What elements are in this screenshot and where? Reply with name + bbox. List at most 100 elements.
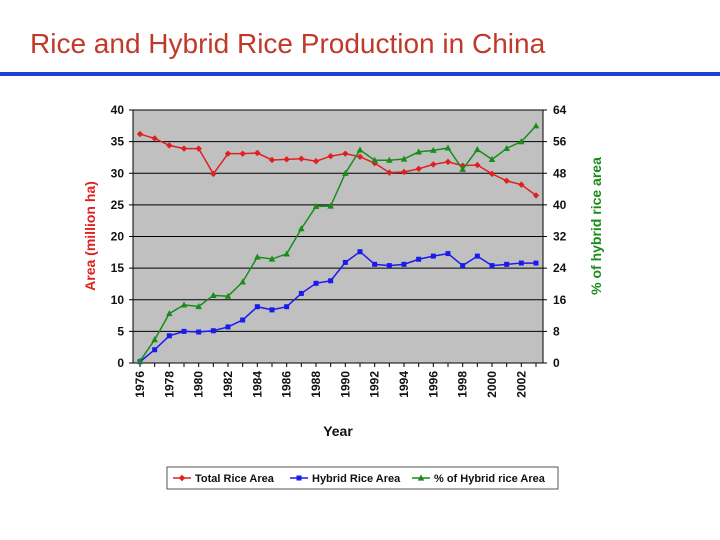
x-tick-label-1988: 1988 <box>309 371 323 398</box>
series-0 <box>136 130 540 199</box>
series-layer <box>136 122 540 365</box>
x-tick-label-1986: 1986 <box>280 371 294 398</box>
series-0-point-1990 <box>342 150 349 157</box>
series-2-point-1992 <box>371 156 378 163</box>
series-1-point-1990 <box>342 259 348 265</box>
series-2-point-2001 <box>503 144 510 151</box>
x-axis-title: Year <box>323 423 353 439</box>
series-2-point-1996 <box>430 146 437 153</box>
right-tick-label-3: 24 <box>553 261 567 275</box>
legend-label-2: % of Hybrid rice Area <box>434 473 546 485</box>
series-0-point-1978 <box>166 142 173 149</box>
right-tick-label-7: 56 <box>553 135 567 149</box>
gridlines <box>133 141 543 332</box>
left-tick-label-5: 25 <box>111 198 125 212</box>
title-divider <box>0 72 720 76</box>
series-2-point-1987 <box>298 225 305 232</box>
series-1-point-1989 <box>328 278 334 284</box>
series-2-point-1976 <box>136 357 144 364</box>
series-1-point-1994 <box>401 261 407 267</box>
series-1 <box>137 249 539 365</box>
x-tick-label-1982: 1982 <box>221 371 235 398</box>
series-1-point-2000 <box>489 263 495 269</box>
x-tick-label-1978: 1978 <box>162 371 176 398</box>
series-line-2 <box>139 125 537 362</box>
series-2-point-1983 <box>239 278 246 285</box>
series-0-point-1985 <box>268 156 276 164</box>
legend-box <box>166 466 559 490</box>
left-tick-label-8: 40 <box>111 103 125 117</box>
series-2-point-1995 <box>415 148 422 155</box>
left-tick-label-6: 30 <box>111 166 125 180</box>
x-tick-label-1994: 1994 <box>397 371 411 398</box>
series-1-point-1993 <box>386 263 392 269</box>
series-0-point-1987 <box>298 155 305 162</box>
series-2-point-1984 <box>254 253 261 260</box>
series-2-point-1999 <box>474 146 481 153</box>
series-1-point-1983 <box>240 317 246 323</box>
x-tick-label-1990: 1990 <box>338 371 352 398</box>
right-y-axis-title: % of hybrid rice area <box>588 157 604 295</box>
series-2-point-2003 <box>532 122 540 129</box>
series-0-point-1984 <box>254 149 261 157</box>
series-1-point-1995 <box>416 256 422 262</box>
series-0-point-1982 <box>224 150 232 157</box>
series-1-point-1999 <box>474 253 480 259</box>
series-1-point-1998 <box>460 263 466 269</box>
series-0-point-1993 <box>386 169 393 176</box>
series-2-point-1998 <box>459 165 466 172</box>
series-1-point-1992 <box>372 261 378 267</box>
x-tick-label-1976: 1976 <box>133 371 147 398</box>
series-1-point-1996 <box>430 253 436 259</box>
legend: Total Rice Area Hybrid Rice Area % of Hybr… <box>166 466 559 490</box>
right-tick-label-8: 64 <box>553 103 567 117</box>
series-0-point-2000 <box>488 170 496 178</box>
series-2-point-1993 <box>386 156 393 163</box>
left-tick-label-2: 10 <box>111 293 125 307</box>
legend-marker-2 <box>417 474 425 481</box>
series-0-point-1995 <box>415 165 422 173</box>
series-1-point-1991 <box>357 249 363 255</box>
series-0-point-1991 <box>356 153 364 161</box>
series-0-point-1989 <box>327 152 334 160</box>
x-tick-label-2000: 2000 <box>485 371 499 398</box>
series-0-point-1980 <box>195 145 202 152</box>
series-2-point-1990 <box>342 169 349 176</box>
x-tick-label-1980: 1980 <box>192 371 206 398</box>
left-tick-label-7: 35 <box>111 135 125 149</box>
right-tick-label-2: 16 <box>553 293 567 307</box>
series-0-point-1996 <box>430 161 437 168</box>
x-tick-label-1998: 1998 <box>456 371 470 398</box>
series-2-point-1982 <box>224 292 232 299</box>
series-0-point-1994 <box>400 168 408 176</box>
series-1-point-1997 <box>445 251 451 257</box>
series-0-point-1979 <box>180 145 188 152</box>
series-2-point-1980 <box>195 302 202 310</box>
series-0-point-1988 <box>312 158 320 165</box>
series-2 <box>136 122 540 364</box>
series-2-point-2000 <box>488 155 496 163</box>
series-line-1 <box>139 250 536 363</box>
x-tick-label-1996: 1996 <box>426 371 440 398</box>
right-tick-label-6: 48 <box>553 166 567 180</box>
series-1-point-1978 <box>166 333 172 339</box>
series-1-point-1984 <box>254 304 260 310</box>
right-tick-label-4: 32 <box>553 230 567 244</box>
series-1-point-1977 <box>152 347 158 353</box>
series-1-point-1988 <box>313 280 319 286</box>
legend-label-0: Total Rice Area <box>195 473 275 485</box>
series-2-point-1986 <box>283 250 290 257</box>
legend-label-1: Hybrid Rice Area <box>312 473 401 485</box>
series-0-point-1999 <box>474 161 481 169</box>
series-2-point-1989 <box>327 202 334 209</box>
series-2-point-1981 <box>210 291 217 299</box>
left-tick-label-4: 20 <box>111 230 125 244</box>
series-1-point-1981 <box>210 328 216 334</box>
right-tick-label-5: 40 <box>553 198 567 212</box>
series-2-point-1979 <box>180 301 188 308</box>
left-tick-label-3: 15 <box>111 261 125 275</box>
slide-title: Rice and Hybrid Rice Production in China <box>30 28 546 59</box>
x-tick-label-1992: 1992 <box>368 371 382 398</box>
legend-marker-0 <box>178 474 186 482</box>
right-tick-label-1: 8 <box>553 324 560 338</box>
